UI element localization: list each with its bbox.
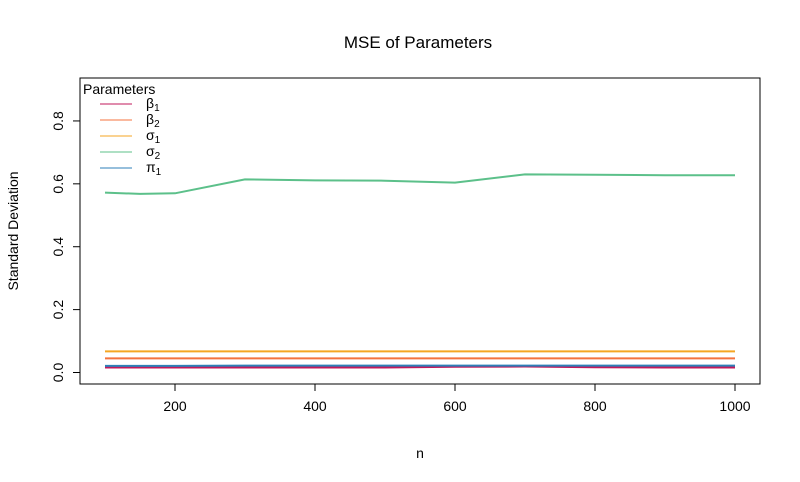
legend-entry-subscript: 1 [156,167,162,178]
legend-entry-symbol: π [146,159,156,175]
y-tick-label: 0.4 [50,237,66,257]
legend-entry-subscript: 2 [154,119,160,130]
legend-entry-subscript: 2 [155,151,161,162]
x-axis-label: n [416,445,424,461]
y-tick-label: 0.6 [50,174,66,194]
chart-title: MSE of Parameters [344,33,492,52]
legend-entry: β2 [146,111,160,130]
x-tick-label: 600 [443,398,467,414]
legend-entry-symbol: σ [146,127,155,143]
legend-entry: β1 [146,95,160,114]
y-tick-label: 0.8 [50,111,66,131]
y-tick-label: 0.0 [50,363,66,383]
plot-area-frame [79,77,761,385]
legend-title: Parameters [83,81,155,97]
x-tick-label: 1000 [719,398,750,414]
y-axis-label: Standard Deviation [5,171,21,290]
x-axis: 200 400 600 800 1000 [163,383,751,414]
legend-entry-symbol: σ [146,143,155,159]
legend-entry-symbol: β [146,111,154,127]
legend-entry-symbol: β [146,95,154,111]
legend-entry-subscript: 1 [155,135,161,146]
x-tick-label: 800 [583,398,607,414]
y-axis: 0.0 0.2 0.4 0.6 0.8 [50,111,81,383]
legend-entry: σ1 [146,127,161,146]
legend-entry: π1 [146,159,162,178]
series-line-1 [105,365,735,369]
x-tick-label: 400 [303,398,327,414]
series-line-4 [104,173,735,195]
series-layer [104,173,735,369]
legend-entry: σ2 [146,143,161,162]
y-tick-label: 0.2 [50,300,66,320]
x-tick-label: 200 [163,398,187,414]
legend-entry-subscript: 1 [154,103,160,114]
